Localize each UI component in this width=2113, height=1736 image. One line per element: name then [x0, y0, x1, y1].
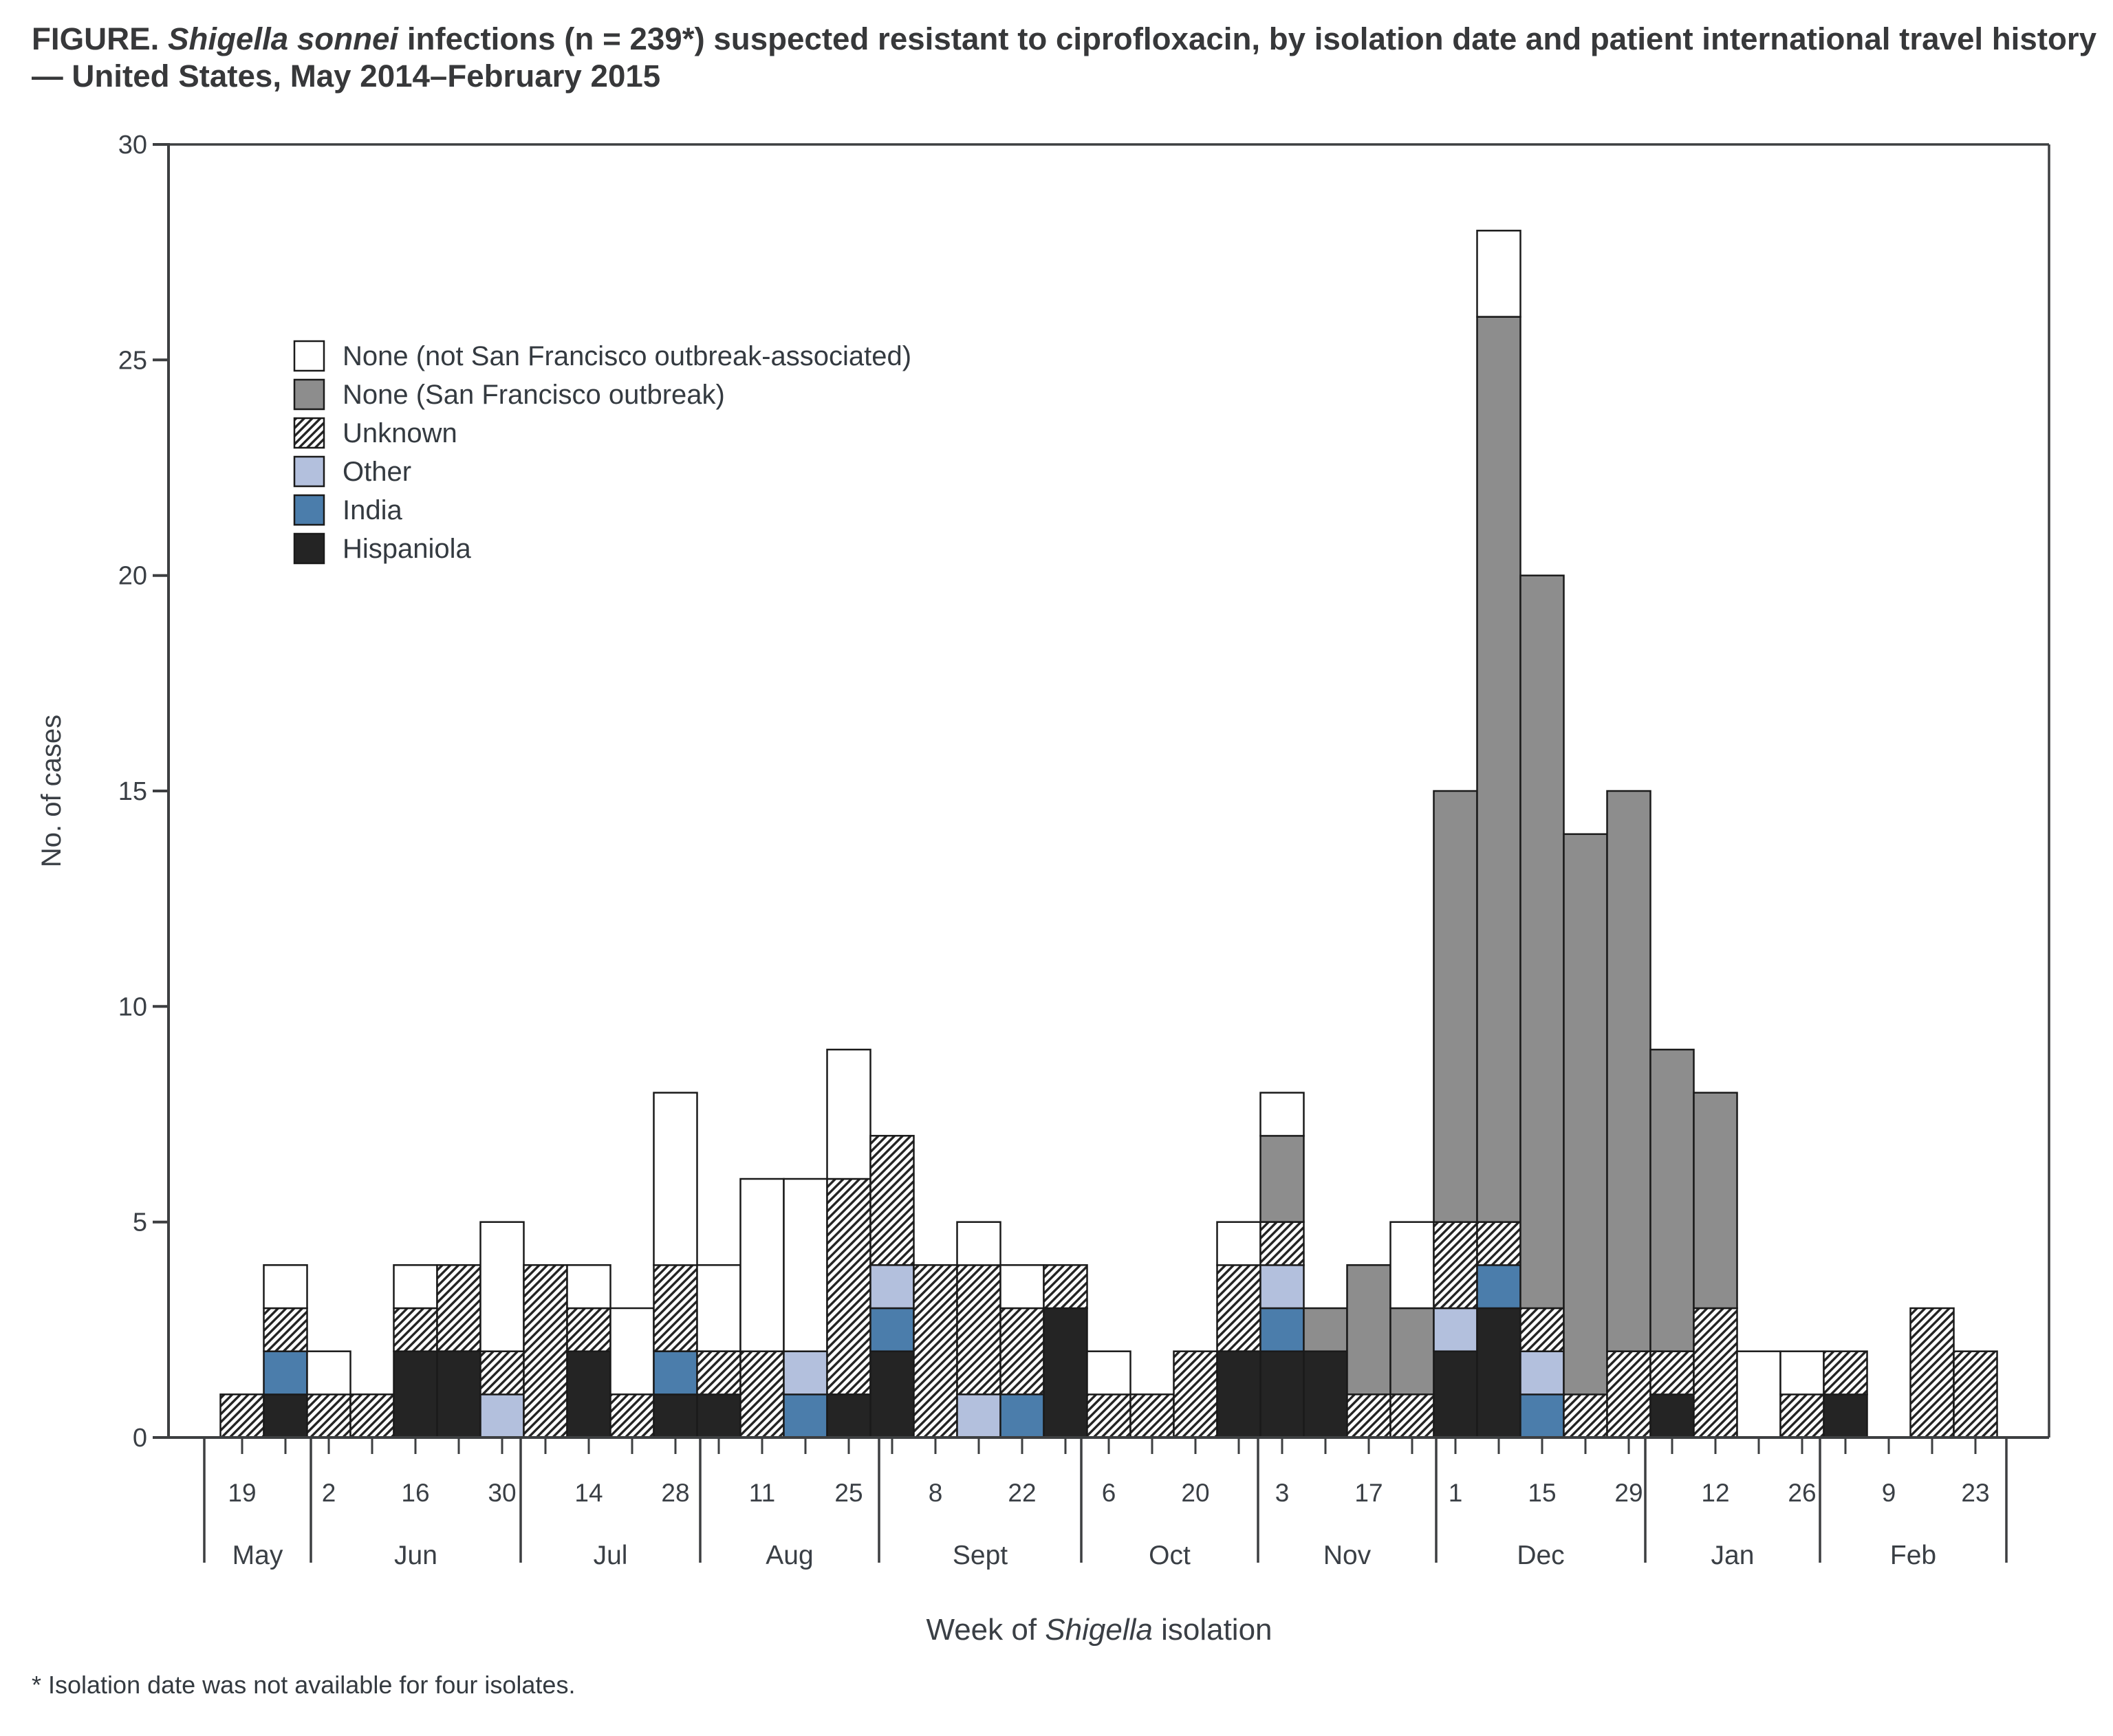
svg-text:16: 16: [401, 1479, 429, 1507]
svg-text:Unknown: Unknown: [343, 418, 457, 448]
svg-text:3: 3: [1275, 1479, 1290, 1507]
svg-text:15: 15: [1528, 1479, 1556, 1507]
svg-text:0: 0: [133, 1424, 147, 1453]
svg-text:30: 30: [118, 131, 147, 160]
svg-text:Nov: Nov: [1323, 1541, 1372, 1570]
svg-text:Jun: Jun: [394, 1541, 437, 1570]
svg-text:20: 20: [118, 562, 147, 591]
svg-text:17: 17: [1354, 1479, 1383, 1507]
svg-text:Oct: Oct: [1149, 1541, 1191, 1570]
svg-text:29: 29: [1614, 1479, 1643, 1507]
svg-text:25: 25: [118, 346, 147, 375]
svg-text:May: May: [232, 1541, 283, 1570]
svg-text:Other: Other: [343, 457, 411, 487]
svg-text:Dec: Dec: [1517, 1541, 1564, 1570]
svg-text:Week of Shigella isolation: Week of Shigella isolation: [926, 1613, 1272, 1647]
svg-text:26: 26: [1788, 1479, 1816, 1507]
svg-text:10: 10: [118, 992, 147, 1021]
svg-text:2: 2: [322, 1479, 336, 1507]
svg-text:23: 23: [1961, 1479, 1989, 1507]
svg-text:Hispaniola: Hispaniola: [343, 534, 472, 564]
svg-text:5: 5: [133, 1208, 147, 1237]
svg-text:Sept: Sept: [953, 1541, 1008, 1570]
svg-text:15: 15: [118, 777, 147, 806]
svg-text:20: 20: [1181, 1479, 1209, 1507]
svg-text:6: 6: [1102, 1479, 1116, 1507]
svg-text:8: 8: [929, 1479, 943, 1507]
svg-text:No. of cases: No. of cases: [36, 715, 67, 867]
svg-text:12: 12: [1701, 1479, 1729, 1507]
svg-text:1: 1: [1449, 1479, 1463, 1507]
svg-text:India: India: [343, 495, 402, 525]
svg-text:* Isolation date was not avail: * Isolation date was not available for f…: [32, 1671, 575, 1699]
svg-text:Aug: Aug: [766, 1541, 813, 1570]
svg-text:19: 19: [228, 1479, 256, 1507]
svg-text:22: 22: [1008, 1479, 1036, 1507]
svg-text:30: 30: [488, 1479, 516, 1507]
svg-text:None (not San Francisco outbre: None (not San Francisco outbreak-associa…: [343, 341, 911, 371]
svg-text:Jan: Jan: [1711, 1541, 1755, 1570]
svg-text:28: 28: [661, 1479, 689, 1507]
svg-text:FIGURE. Shigella sonnei infect: FIGURE. Shigella sonnei infections (n = …: [32, 21, 2097, 56]
svg-text:Jul: Jul: [594, 1541, 628, 1570]
svg-text:Feb: Feb: [1890, 1541, 1936, 1570]
svg-text:25: 25: [834, 1479, 863, 1507]
svg-text:— United States, May 2014–Febr: — United States, May 2014–February 2015: [32, 58, 660, 94]
svg-text:14: 14: [574, 1479, 603, 1507]
svg-text:11: 11: [749, 1479, 775, 1507]
svg-text:9: 9: [1882, 1479, 1896, 1507]
svg-text:None (San Francisco outbreak): None (San Francisco outbreak): [343, 380, 725, 410]
